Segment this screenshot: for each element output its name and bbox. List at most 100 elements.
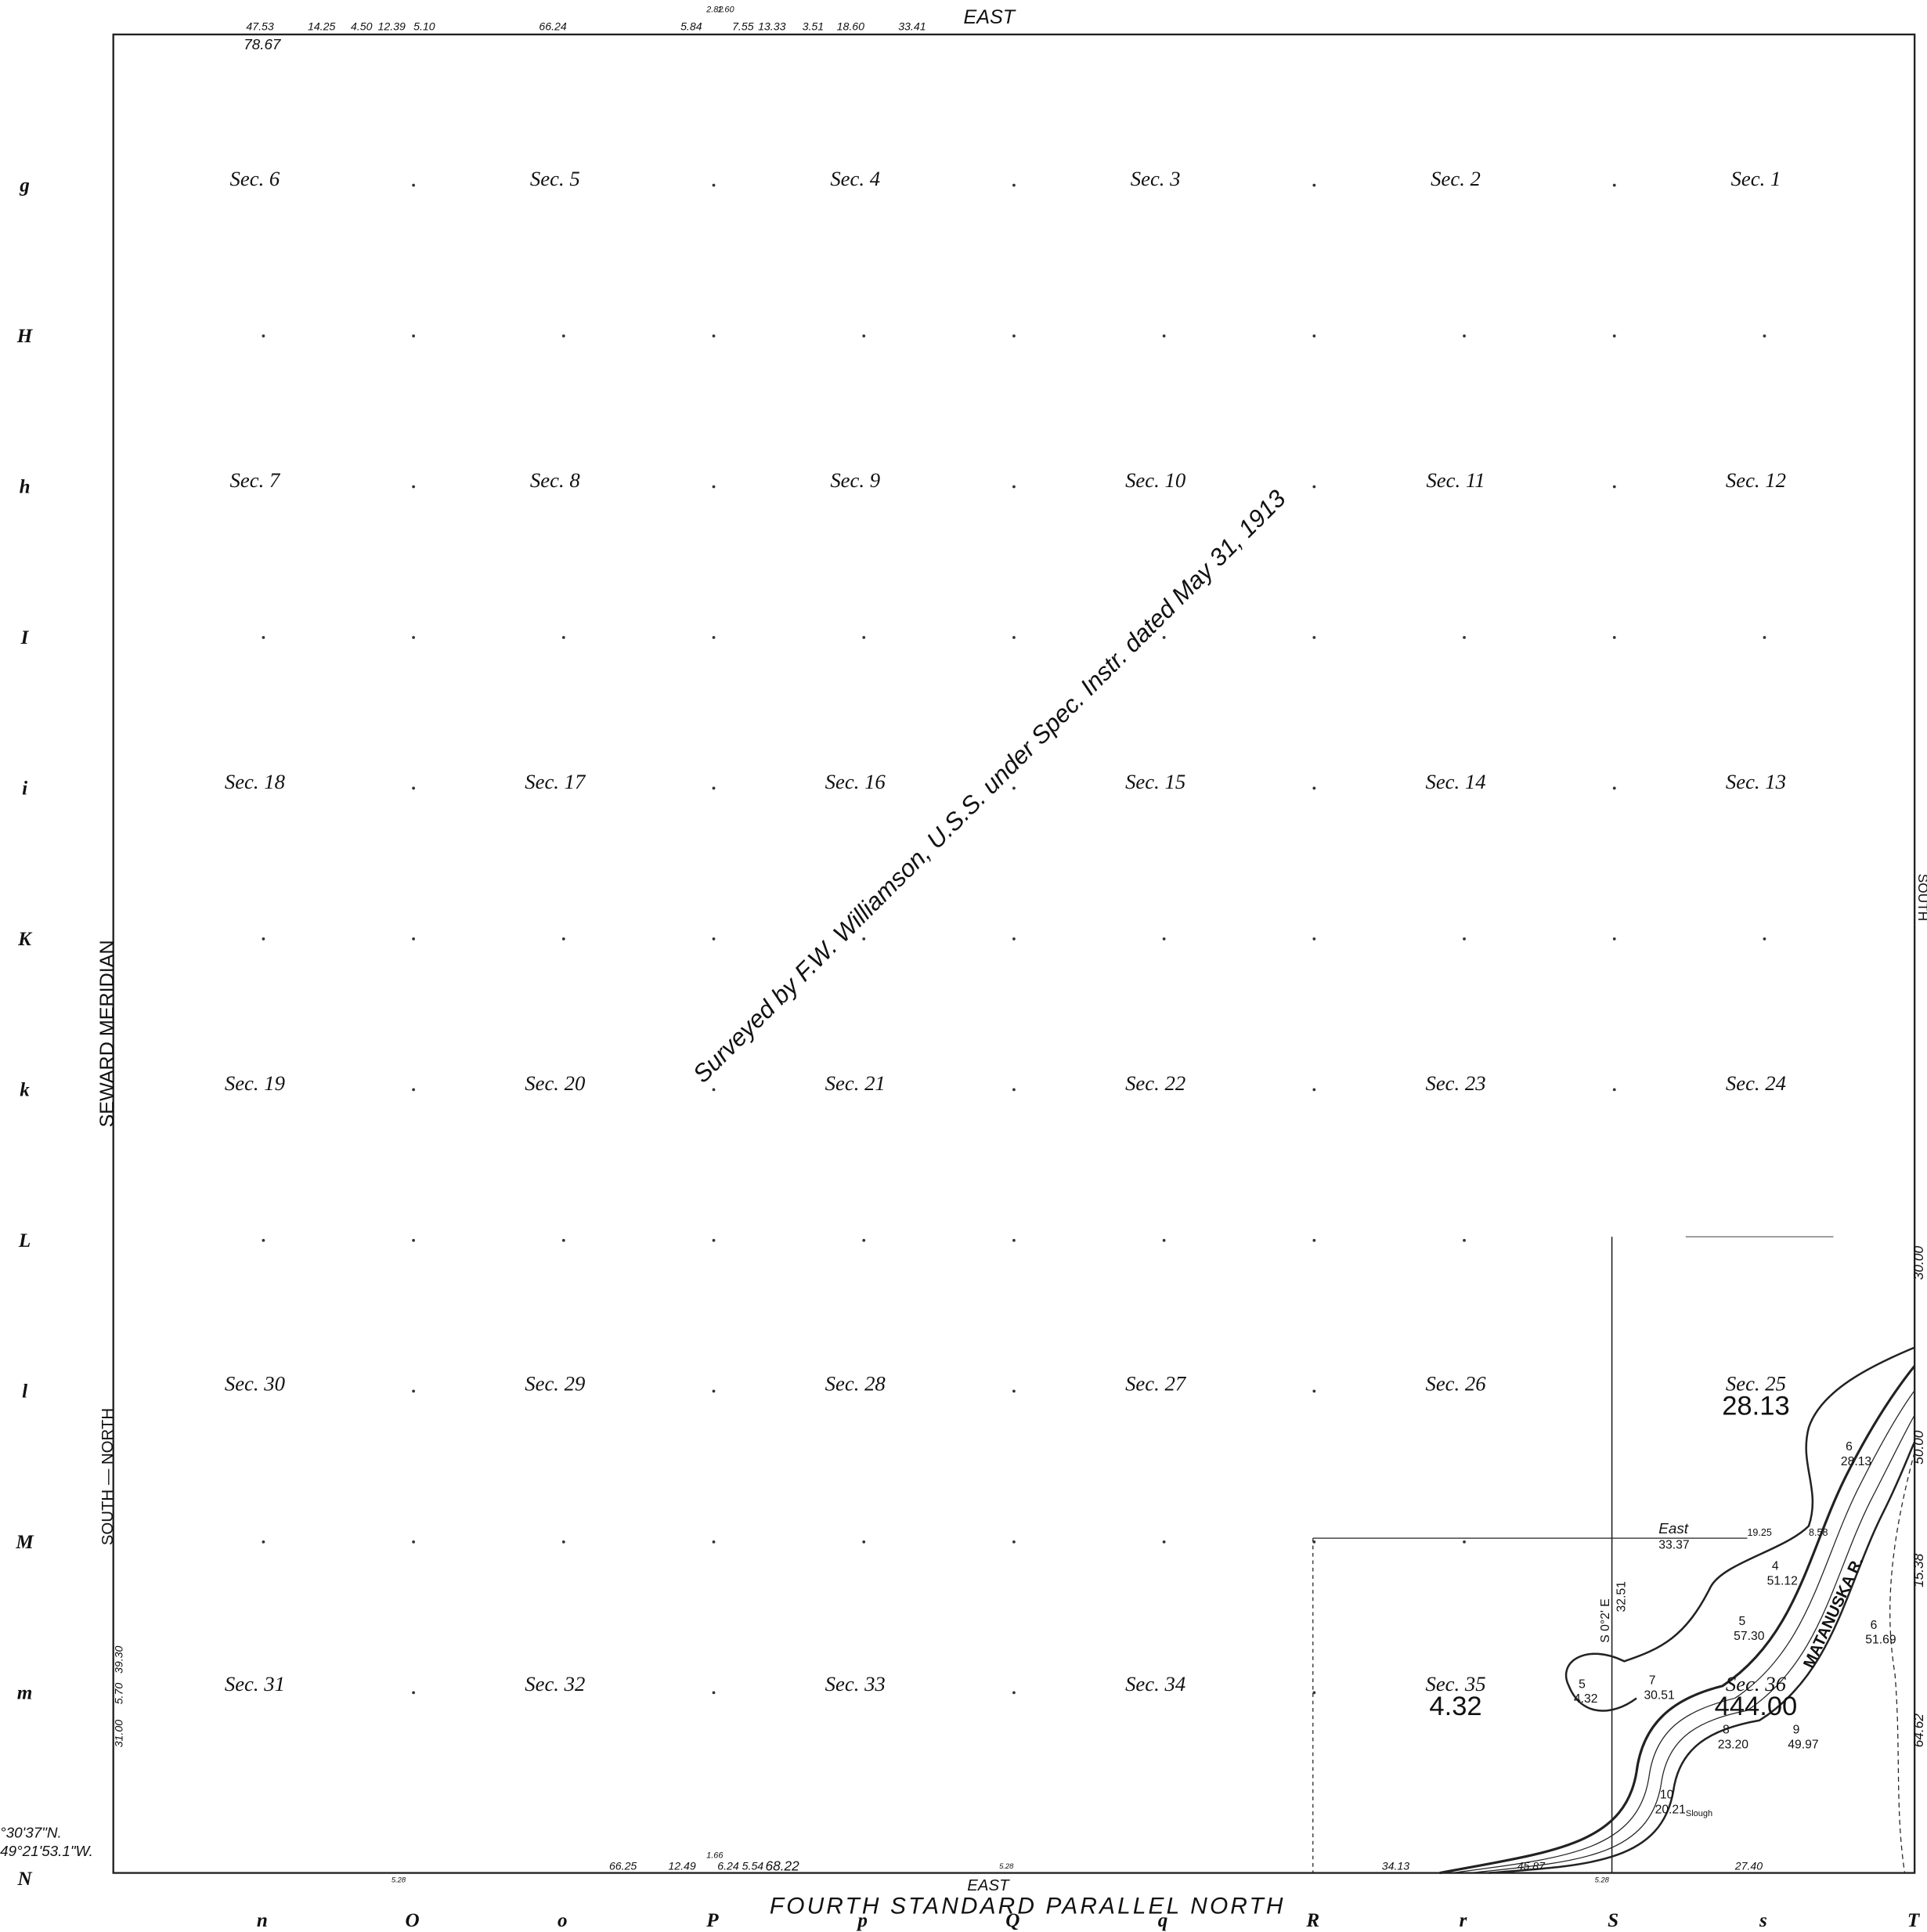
corner-dot bbox=[561, 1540, 565, 1544]
section-label: Sec. 32 bbox=[525, 1672, 585, 1695]
measurement: 6.24 bbox=[717, 1859, 739, 1872]
corner-dot bbox=[1012, 1540, 1016, 1544]
corner-dot bbox=[1012, 1088, 1016, 1092]
corner-dot bbox=[1312, 1389, 1316, 1393]
lot-area: 30.51 bbox=[1644, 1688, 1674, 1702]
corner-dot bbox=[1312, 485, 1316, 489]
river bbox=[1439, 1346, 1916, 1875]
corner-dot bbox=[1612, 334, 1616, 338]
grid-label: m bbox=[17, 1682, 33, 1703]
section-label: Sec. 30 bbox=[225, 1371, 286, 1395]
measurement: 5.54 bbox=[742, 1859, 764, 1872]
corner-dot bbox=[262, 636, 265, 639]
section-label: Sec. 1 bbox=[1731, 167, 1781, 190]
grid-label: N bbox=[16, 1869, 32, 1890]
corner-dot bbox=[1312, 786, 1316, 790]
section-label: Sec. 2 bbox=[1431, 167, 1481, 190]
lot-label: Slough bbox=[1686, 1809, 1712, 1818]
corner-dot bbox=[712, 786, 716, 790]
lot-label: 19.25 bbox=[1747, 1527, 1771, 1538]
corner-dot bbox=[1612, 485, 1616, 489]
section-label: Sec. 17 bbox=[525, 770, 586, 793]
grid-label: O bbox=[405, 1910, 419, 1931]
corner-dot bbox=[262, 1239, 265, 1242]
corner-dot bbox=[1012, 786, 1016, 790]
measurement: 18.60 bbox=[837, 20, 864, 32]
measurement: 14.25 bbox=[308, 20, 335, 32]
corner-dot bbox=[862, 937, 866, 941]
corner-dot bbox=[1763, 334, 1766, 338]
corner-dot bbox=[1312, 1540, 1316, 1544]
corner-dot bbox=[1012, 1239, 1016, 1242]
measurement: 1.60 bbox=[717, 5, 734, 14]
section-area: 444.00 bbox=[1715, 1692, 1798, 1721]
section-label: Sec. 23 bbox=[1425, 1071, 1485, 1095]
section-label: Sec. 7 bbox=[230, 468, 281, 492]
measurement: 5.28 bbox=[1595, 1875, 1610, 1883]
corner-dot bbox=[1312, 183, 1316, 187]
corner-dot bbox=[1012, 183, 1016, 187]
section-label: Sec. 18 bbox=[225, 770, 286, 793]
section-area: 28.13 bbox=[1722, 1392, 1789, 1421]
corner-dot bbox=[1162, 1239, 1166, 1242]
measurement: 12.39 bbox=[378, 20, 406, 32]
lot-area: 23.20 bbox=[1718, 1738, 1749, 1751]
corner-dot bbox=[1312, 1088, 1316, 1092]
lot-label: 8.58 bbox=[1809, 1527, 1828, 1538]
boundary-label: SEWARD MERIDIAN bbox=[96, 940, 118, 1127]
measurement: 27.40 bbox=[1734, 1859, 1763, 1872]
section-label: Sec. 15 bbox=[1125, 770, 1185, 793]
corner-dot bbox=[712, 1239, 716, 1242]
measurement: 30.00 bbox=[1911, 1246, 1926, 1280]
corner-dot bbox=[1612, 1088, 1616, 1092]
section-label: Sec. 3 bbox=[1131, 167, 1181, 190]
measurement: 66.25 bbox=[609, 1859, 637, 1872]
corner-dot bbox=[262, 1540, 265, 1544]
corner-dot bbox=[1463, 937, 1466, 941]
boundary-label: EAST bbox=[967, 1877, 1010, 1894]
corner-dot bbox=[1463, 1540, 1466, 1544]
boundary-label: SOUTH — NORTH bbox=[99, 1408, 117, 1545]
corner-dot bbox=[862, 1540, 866, 1544]
corner-dot bbox=[412, 636, 415, 639]
corner-dot bbox=[862, 636, 866, 639]
corner-dot bbox=[1612, 786, 1616, 790]
lot-number: 10 bbox=[1660, 1789, 1674, 1802]
corner-dot bbox=[712, 1540, 716, 1544]
corner-dot bbox=[712, 1088, 716, 1092]
grid-label: p bbox=[856, 1910, 868, 1931]
section-label: Sec. 25 bbox=[1726, 1371, 1786, 1395]
corner-dot bbox=[1312, 1239, 1316, 1242]
corner-dot bbox=[561, 636, 565, 639]
corner-dot bbox=[1612, 636, 1616, 639]
lot-number: 5 bbox=[1738, 1615, 1745, 1628]
lot-number: 6 bbox=[1846, 1440, 1853, 1454]
lot-area: 57.30 bbox=[1734, 1630, 1765, 1643]
section-label: Sec. 24 bbox=[1726, 1071, 1786, 1095]
corner-dot bbox=[412, 786, 415, 790]
corner-dot bbox=[1312, 636, 1316, 639]
corner-dot bbox=[1612, 183, 1616, 187]
lot-number: 6 bbox=[1871, 1619, 1878, 1632]
section-label: Sec. 31 bbox=[225, 1672, 285, 1695]
section-label: Sec. 8 bbox=[530, 468, 580, 492]
lot-area: 51.12 bbox=[1767, 1574, 1798, 1587]
corner-dot bbox=[412, 1691, 415, 1695]
corner-dot bbox=[412, 1389, 415, 1393]
section-label: Sec. 20 bbox=[525, 1071, 586, 1095]
township-border bbox=[112, 33, 1916, 1874]
grid-label: K bbox=[17, 929, 33, 950]
measurement: 1.66 bbox=[706, 1851, 724, 1860]
lot-area: 51.69 bbox=[1865, 1634, 1896, 1647]
measurement: 68.22 bbox=[766, 1858, 800, 1873]
section-area: 4.32 bbox=[1429, 1692, 1481, 1721]
corner-dot bbox=[712, 636, 716, 639]
lot-number: 5 bbox=[1579, 1677, 1586, 1691]
corner-dot bbox=[712, 1389, 716, 1393]
lot-number: 7 bbox=[1649, 1674, 1656, 1688]
boundary-title: FOURTH STANDARD PARALLEL NORTH bbox=[770, 1893, 1286, 1919]
lot-number: 4 bbox=[1772, 1559, 1779, 1573]
measurement: 33.41 bbox=[898, 20, 926, 32]
lot-area: 4.32 bbox=[1574, 1692, 1598, 1706]
section-label: Sec. 19 bbox=[225, 1071, 285, 1095]
